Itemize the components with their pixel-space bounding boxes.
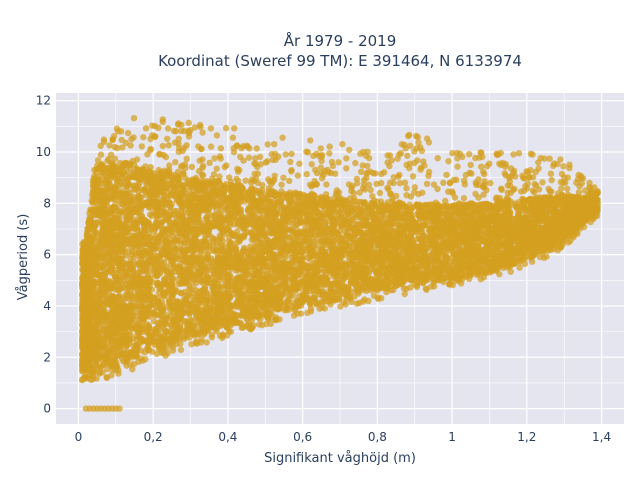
data-point: [420, 158, 426, 164]
data-point: [461, 178, 467, 184]
data-point: [98, 152, 104, 158]
data-point: [343, 165, 349, 171]
data-point: [549, 177, 555, 183]
data-point: [184, 156, 190, 162]
data-point: [560, 163, 566, 169]
data-point: [230, 135, 236, 141]
data-point: [197, 158, 203, 164]
data-point: [318, 158, 324, 164]
data-point: [160, 119, 166, 125]
data-point: [423, 287, 429, 293]
data-point: [198, 146, 204, 152]
data-point: [424, 181, 430, 187]
data-point: [425, 173, 431, 179]
data-point: [160, 143, 166, 149]
data-point: [339, 141, 345, 147]
data-point: [218, 155, 224, 161]
data-point: [387, 180, 393, 186]
data-point: [587, 184, 593, 190]
data-point: [327, 143, 333, 149]
data-point: [155, 125, 161, 131]
data-point: [222, 164, 228, 170]
data-point: [354, 176, 360, 182]
data-point: [402, 180, 408, 186]
data-point: [278, 182, 284, 188]
data-point: [279, 135, 285, 141]
data-point: [286, 178, 292, 184]
data-point: [276, 316, 282, 322]
data-point: [410, 173, 416, 179]
data-point: [149, 122, 155, 128]
data-point: [466, 151, 472, 157]
data-point: [312, 167, 318, 173]
data-point: [252, 171, 258, 177]
data-point: [265, 141, 271, 147]
data-point: [343, 155, 349, 161]
data-point: [139, 143, 145, 149]
data-point: [307, 137, 313, 143]
data-point: [352, 160, 358, 166]
data-point: [236, 167, 242, 173]
data-point: [426, 139, 432, 145]
data-point: [487, 180, 493, 186]
data-point: [288, 151, 294, 157]
data-point: [443, 172, 449, 178]
data-point: [208, 125, 214, 131]
data-point: [445, 158, 451, 164]
data-point: [211, 155, 217, 161]
data-point: [199, 171, 205, 177]
data-point: [156, 151, 162, 157]
data-point: [125, 130, 131, 136]
data-point: [510, 151, 516, 157]
data-point: [468, 162, 474, 168]
data-point: [214, 132, 220, 138]
data-point: [305, 149, 311, 155]
data-point: [178, 347, 184, 353]
data-point: [472, 191, 478, 197]
data-point: [326, 150, 332, 156]
data-point: [431, 181, 437, 187]
data-point: [296, 161, 302, 167]
data-point: [271, 141, 277, 147]
data-point: [537, 254, 543, 260]
data-point: [564, 186, 570, 192]
data-point: [199, 129, 205, 135]
data-point: [530, 187, 536, 193]
data-point: [377, 190, 383, 196]
data-point: [165, 125, 171, 131]
data-point: [175, 120, 181, 126]
data-point: [405, 133, 411, 139]
data-point: [403, 185, 409, 191]
data-point: [559, 171, 565, 177]
data-point: [246, 145, 252, 151]
data-point: [440, 180, 446, 186]
data-point: [404, 153, 410, 159]
data-point: [594, 188, 600, 194]
